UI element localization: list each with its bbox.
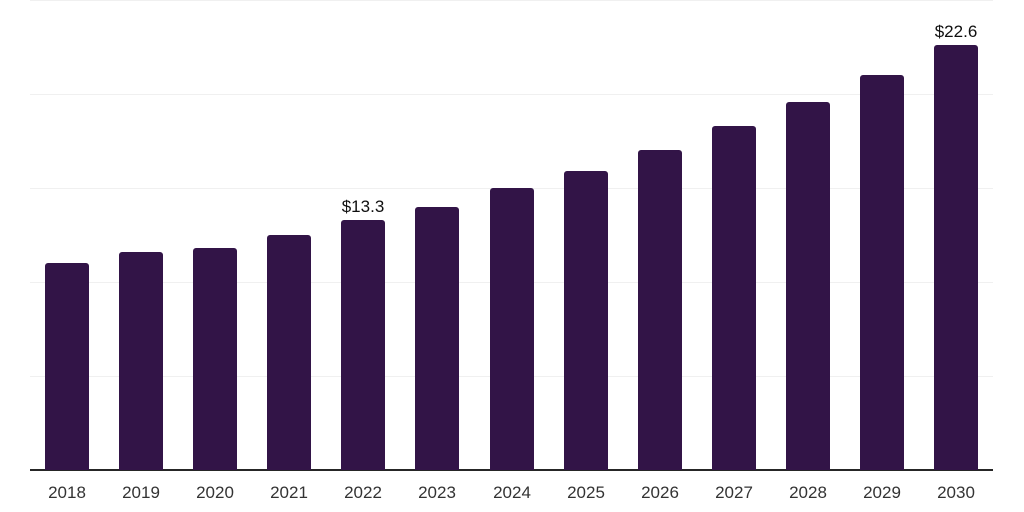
bar-2020[interactable] [193,248,237,470]
x-axis-line [30,469,993,471]
bar-2022[interactable] [341,220,385,470]
x-label-2029: 2029 [863,483,901,502]
bar-2019[interactable] [119,252,163,470]
x-label-2025: 2025 [567,483,605,502]
bar-2029[interactable] [860,75,904,470]
bar-2024[interactable] [490,188,534,470]
bar-2023[interactable] [415,207,459,470]
gridline-25 [30,0,993,1]
bar-2018[interactable] [45,263,89,470]
bar-2028[interactable] [786,102,830,470]
plot-area: $13.3 $22.6 [30,0,993,471]
gridline-20 [30,94,993,95]
bar-2026[interactable] [638,150,682,470]
x-label-2020: 2020 [196,483,234,502]
x-label-2030: 2030 [937,483,975,502]
x-label-2028: 2028 [789,483,827,502]
data-label-2030: $22.6 [934,22,978,41]
x-label-2027: 2027 [715,483,753,502]
x-label-2019: 2019 [122,483,160,502]
bar-2021[interactable] [267,235,311,470]
data-label-2022: $13.3 [341,197,385,216]
bar-2030[interactable] [934,45,978,470]
bar-2025[interactable] [564,171,608,470]
bar-2027[interactable] [712,126,756,470]
x-label-2021: 2021 [270,483,308,502]
x-label-2026: 2026 [641,483,679,502]
x-label-2022: 2022 [344,483,382,502]
x-label-2024: 2024 [493,483,531,502]
x-label-2023: 2023 [418,483,456,502]
x-label-2018: 2018 [48,483,86,502]
